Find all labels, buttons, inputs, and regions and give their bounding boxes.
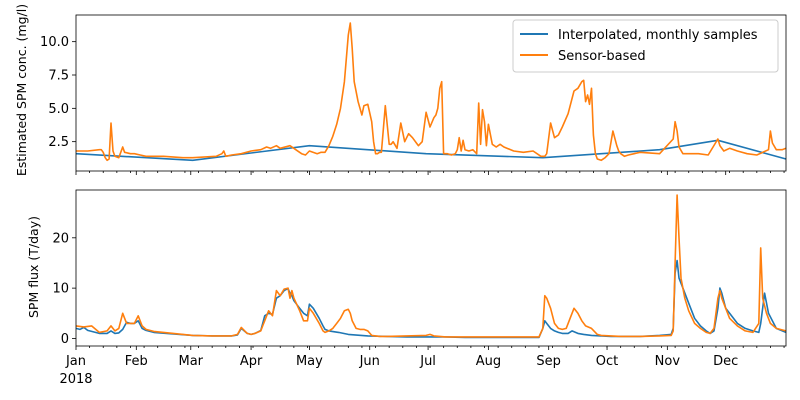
concentration-panel: Estimated SPM conc. (mg/l) 2.5 5.0 7.5 10.0 — [14, 4, 787, 176]
series-line-sensor — [76, 22, 787, 162]
y-tick-label: 10 — [52, 282, 69, 297]
y-tick-label: 20 — [52, 231, 69, 246]
flux-ylabel: SPM flux (T/day) — [26, 216, 41, 318]
flux-plot-area: 0 10 20 Jan Feb Mar Apr May Jun Jul Aug Sep Oct Nov De… — [52, 189, 787, 369]
legend-frame — [512, 19, 779, 73]
series-line-interpolated — [75, 139, 787, 162]
x-tick-label: Mar — [179, 354, 204, 369]
series-line-sensor — [75, 194, 787, 338]
y-tick-label: 7.5 — [48, 69, 69, 84]
x-tick-label: Apr — [240, 354, 263, 369]
legend-label-interpolated: Interpolated, monthly samples — [558, 28, 758, 43]
x-tick-label: Oct — [596, 354, 618, 369]
concentration-ylabel: Estimated SPM conc. (mg/l) — [14, 4, 29, 176]
x-tick-label: Aug — [476, 354, 501, 369]
y-tick-label: 0 — [61, 332, 69, 347]
x-tick-label: May — [296, 354, 323, 369]
x-tick-label: Nov — [655, 354, 681, 369]
concentration-plot-area: 2.5 5.0 7.5 10.0 — [40, 14, 787, 175]
x-tick-label: Feb — [125, 354, 148, 369]
y-tick-label: 5.0 — [48, 102, 69, 117]
y-tick-label: 10.0 — [40, 35, 69, 50]
year-label: 2018 — [59, 372, 92, 387]
x-tick-label: Jan — [65, 354, 86, 369]
x-tick-label: Dec — [713, 354, 738, 369]
legend: Interpolated, monthly samples Sensor-bas… — [512, 19, 779, 73]
series-line-interpolated — [75, 259, 787, 339]
y-tick-label: 2.5 — [48, 135, 69, 150]
x-tick-label: Sep — [536, 354, 561, 369]
flux-panel: SPM flux (T/day) 0 10 20 Jan Feb Mar Apr May Jun… — [26, 189, 787, 387]
x-tick-label: Jul — [419, 354, 436, 369]
x-tick-label: Jun — [359, 354, 380, 369]
axes-frame — [75, 14, 787, 172]
legend-label-sensor: Sensor-based — [558, 49, 646, 64]
axes-frame — [75, 189, 787, 347]
